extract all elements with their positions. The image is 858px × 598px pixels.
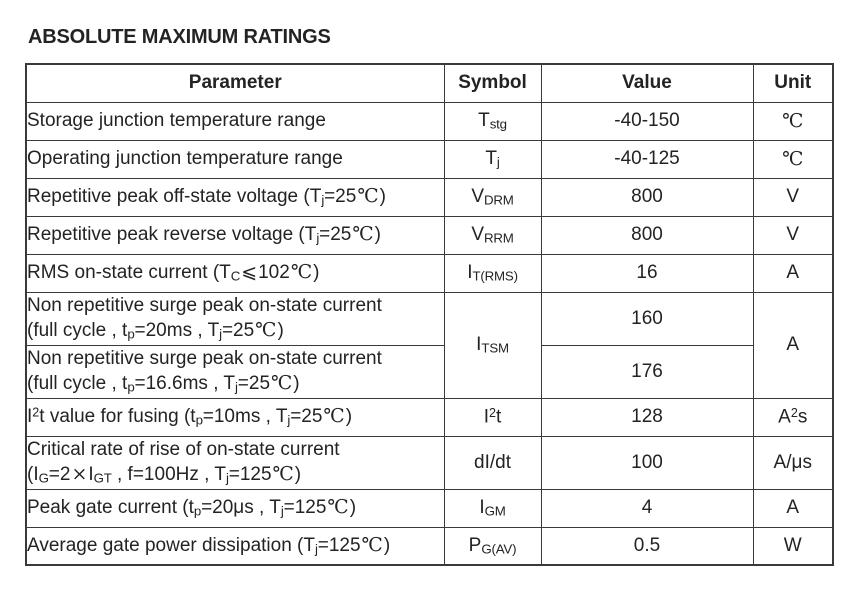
param-cell: Non repetitive surge peak on-state curre… bbox=[25, 291, 445, 346]
value-cell: 800 bbox=[540, 177, 754, 217]
symbol-cell: PG(AV) bbox=[443, 526, 542, 566]
symbol-cell: VRRM bbox=[443, 215, 542, 255]
value-cell: 128 bbox=[540, 397, 754, 437]
symbol-cell: IT(RMS) bbox=[443, 253, 542, 293]
unit-cell: W bbox=[752, 526, 834, 566]
symbol-cell: VDRM bbox=[443, 177, 542, 217]
unit-cell: A bbox=[752, 488, 834, 528]
symbol-cell: ITSM bbox=[443, 291, 542, 399]
param-cell: Repetitive peak reverse voltage (Tj=25℃) bbox=[25, 215, 445, 255]
param-cell: Peak gate current (tp=20μs , Tj=125℃) bbox=[25, 488, 445, 528]
value-cell: 176 bbox=[540, 344, 754, 399]
table-row: I2t value for fusing (tp=10ms , Tj=25℃) … bbox=[25, 397, 834, 437]
unit-cell: ℃ bbox=[752, 139, 834, 179]
param-cell: Non repetitive surge peak on-state curre… bbox=[25, 344, 445, 399]
value-cell: 4 bbox=[540, 488, 754, 528]
table-row: RMS on-state current (TC⩽102℃) IT(RMS) 1… bbox=[25, 253, 834, 293]
unit-cell: ℃ bbox=[752, 101, 834, 141]
value-cell: -40-150 bbox=[540, 101, 754, 141]
symbol-cell: IGM bbox=[443, 488, 542, 528]
col-header-symbol: Symbol bbox=[443, 63, 542, 103]
unit-cell: A bbox=[752, 253, 834, 293]
unit-cell: V bbox=[752, 215, 834, 255]
symbol-cell: dI/dt bbox=[443, 435, 542, 490]
param-cell: Average gate power dissipation (Tj=125℃) bbox=[25, 526, 445, 566]
table-row: Average gate power dissipation (Tj=125℃)… bbox=[25, 526, 834, 566]
param-cell: Critical rate of rise of on-state curren… bbox=[25, 435, 445, 490]
symbol-cell: Tstg bbox=[443, 101, 542, 141]
param-cell: Storage junction temperature range bbox=[25, 101, 445, 141]
unit-cell: A bbox=[752, 291, 834, 399]
header-row: Parameter Symbol Value Unit bbox=[25, 63, 834, 103]
symbol-cell: Tj bbox=[443, 139, 542, 179]
col-header-parameter: Parameter bbox=[25, 63, 445, 103]
col-header-unit: Unit bbox=[752, 63, 834, 103]
value-cell: 0.5 bbox=[540, 526, 754, 566]
value-cell: -40-125 bbox=[540, 139, 754, 179]
param-cell: RMS on-state current (TC⩽102℃) bbox=[25, 253, 445, 293]
value-cell: 100 bbox=[540, 435, 754, 490]
abs-max-ratings-table: Parameter Symbol Value Unit Storage junc… bbox=[25, 63, 834, 566]
table-row: Storage junction temperature range Tstg … bbox=[25, 101, 834, 141]
value-cell: 16 bbox=[540, 253, 754, 293]
table-row: Critical rate of rise of on-state curren… bbox=[25, 435, 834, 490]
section-title: ABSOLUTE MAXIMUM RATINGS bbox=[28, 26, 331, 48]
table-row: Operating junction temperature range Tj … bbox=[25, 139, 834, 179]
value-cell: 800 bbox=[540, 215, 754, 255]
unit-cell: A/μs bbox=[752, 435, 834, 490]
value-cell: 160 bbox=[540, 291, 754, 346]
col-header-value: Value bbox=[540, 63, 754, 103]
param-cell: Operating junction temperature range bbox=[25, 139, 445, 179]
table-row: Non repetitive surge peak on-state curre… bbox=[25, 291, 834, 399]
table-row: Repetitive peak off-state voltage (Tj=25… bbox=[25, 177, 834, 217]
param-cell: I2t value for fusing (tp=10ms , Tj=25℃) bbox=[25, 397, 445, 437]
unit-cell: V bbox=[752, 177, 834, 217]
table-row: Non repetitive surge peak on-state curre… bbox=[25, 344, 833, 399]
table-row: Repetitive peak reverse voltage (Tj=25℃)… bbox=[25, 215, 834, 255]
unit-cell: A2s bbox=[752, 397, 834, 437]
table-row: Peak gate current (tp=20μs , Tj=125℃) IG… bbox=[25, 488, 834, 528]
symbol-cell: I2t bbox=[443, 397, 542, 437]
param-cell: Repetitive peak off-state voltage (Tj=25… bbox=[25, 177, 445, 217]
